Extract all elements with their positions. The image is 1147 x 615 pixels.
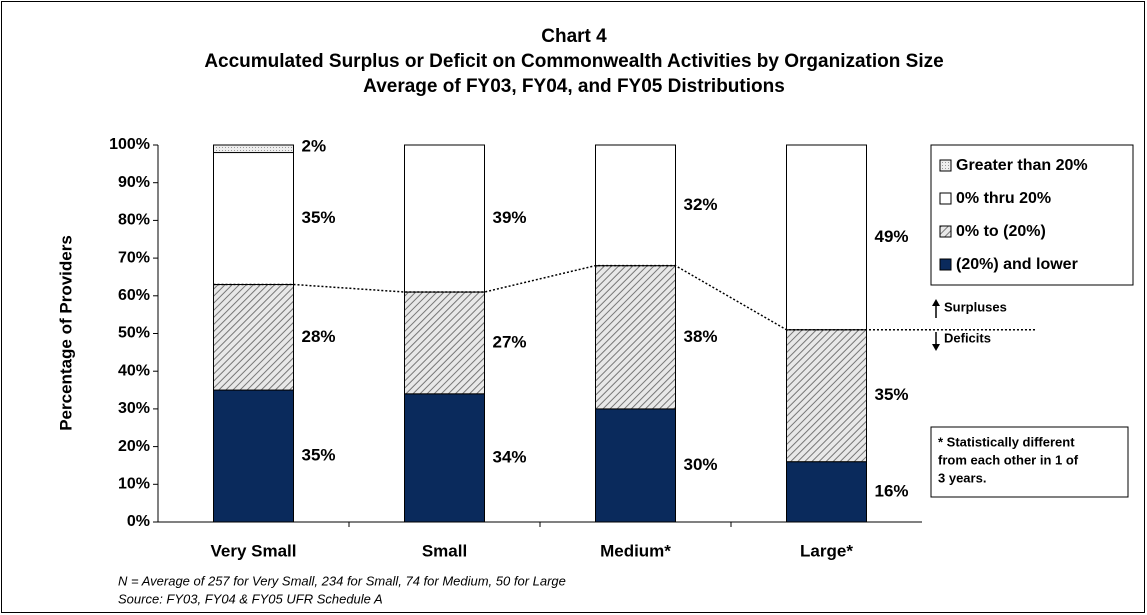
data-label: 28% [302, 327, 336, 346]
legend-box [930, 144, 1134, 286]
data-label: 32% [684, 195, 718, 214]
y-tick-label: 10% [118, 476, 150, 493]
data-label: 38% [684, 327, 718, 346]
data-label: 35% [302, 446, 336, 465]
bar-segment [213, 389, 294, 523]
data-label: 34% [493, 447, 527, 466]
legend-label: Greater than 20% [956, 157, 1088, 174]
x-tick-label: Small [422, 541, 467, 560]
note: * Statistically different [938, 434, 1075, 449]
legend-label: 0% thru 20% [956, 190, 1051, 207]
bar-segment [786, 461, 867, 523]
data-label: 16% [875, 481, 909, 500]
bar-segment [595, 408, 676, 523]
y-tick-label: 0% [127, 513, 150, 530]
bar-segment [595, 265, 676, 410]
bar-segment [786, 144, 867, 331]
y-tick-label: 90% [118, 174, 150, 191]
data-label: 35% [302, 208, 336, 227]
chart-title: Accumulated Surplus or Deficit on Common… [204, 51, 943, 72]
surplus-deficit-line [213, 264, 1035, 331]
surpluses-label: Surpluses [944, 299, 1007, 314]
bar-segment [595, 144, 676, 267]
data-label: 49% [875, 227, 909, 246]
legend-label: (20%) and lower [956, 256, 1078, 273]
x-tick-label: Large* [800, 541, 853, 560]
y-tick-label: 50% [118, 325, 150, 342]
y-tick-label: 40% [118, 362, 150, 379]
note: 3 years. [938, 470, 986, 485]
footnote: N = Average of 257 for Very Small, 234 f… [118, 573, 566, 588]
note-box [930, 426, 1129, 498]
bar-segment [213, 152, 294, 285]
bar-segment [786, 329, 867, 463]
y-axis-label: Percentage of Providers [56, 235, 75, 431]
bar-segment [404, 144, 485, 293]
y-tick-label: 20% [118, 438, 150, 455]
legend-swatch [939, 258, 952, 271]
legend-swatch [939, 192, 952, 205]
note: from each other in 1 of [938, 452, 1079, 467]
chart-title: Average of FY03, FY04, and FY05 Distribu… [363, 76, 785, 97]
deficits-label: Deficits [944, 330, 991, 345]
legend-label: 0% to (20%) [956, 223, 1046, 240]
arrow-up-head [932, 299, 940, 306]
data-label: 30% [684, 455, 718, 474]
x-tick-label: Medium* [600, 541, 671, 560]
bar-segment [213, 144, 294, 154]
data-label: 39% [493, 208, 527, 227]
y-tick-label: 30% [118, 400, 150, 417]
data-label: 2% [302, 136, 327, 155]
y-tick-label: 100% [109, 136, 150, 153]
y-tick-label: 70% [118, 249, 150, 266]
y-tick-label: 80% [118, 212, 150, 229]
bar-segment [213, 283, 294, 391]
legend-swatch [939, 225, 952, 238]
data-label: 35% [875, 385, 909, 404]
bar-segment [404, 393, 485, 523]
y-tick-label: 60% [118, 287, 150, 304]
footnote: Source: FY03, FY04 & FY05 UFR Schedule A [118, 591, 383, 606]
chart-title: Chart 4 [541, 26, 607, 47]
bar-segment [404, 291, 485, 395]
legend-swatch [939, 159, 952, 172]
data-label: 27% [493, 332, 527, 351]
arrow-down-head [932, 344, 940, 351]
x-tick-label: Very Small [210, 541, 296, 560]
